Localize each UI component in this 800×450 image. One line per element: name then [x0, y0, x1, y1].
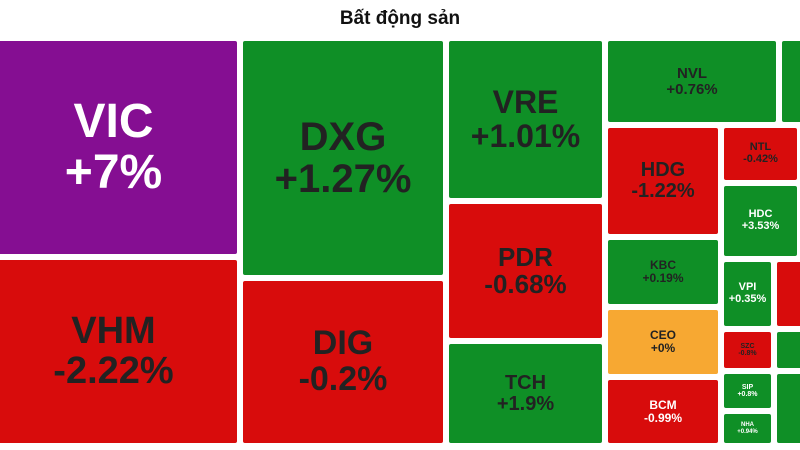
tile-symbol: VIC [73, 95, 154, 149]
tile-change: +0.8% [737, 391, 758, 398]
tile-change: +0.19% [642, 271, 684, 285]
tile-change: -0.68% [484, 269, 567, 299]
tile-change: +1.9% [496, 392, 555, 415]
tile-change: -0.8% [738, 350, 757, 357]
tile-change: -2.22% [53, 349, 174, 392]
tile-change: -1.22% [631, 180, 695, 202]
tile-change: +7% [64, 145, 163, 199]
chart-title: Bất động sản [339, 8, 461, 29]
tile-symbol: NVL [677, 64, 707, 82]
tile-dig[interactable]: DIG -0.2% [243, 281, 443, 443]
tile-pdr[interactable]: PDR -0.68% [449, 204, 602, 338]
tile-symbol: HDG [640, 159, 686, 181]
tile-symbol: PDR [498, 241, 553, 272]
tile-symbol: VPI [738, 281, 757, 294]
tile-kbc[interactable]: KBC +0.19% [608, 240, 718, 304]
tile-unlabeled[interactable] [777, 262, 800, 326]
tile-symbol: KBC [650, 258, 676, 273]
tile-change: +3.53% [741, 220, 780, 232]
tile-vre[interactable]: VRE +1.01% [449, 41, 602, 198]
tile-bcm[interactable]: BCM -0.99% [608, 380, 718, 443]
tile-tch[interactable]: TCH +1.9% [449, 344, 602, 443]
tile-symbol: NTL [749, 141, 772, 154]
tile-vhm[interactable]: VHM -2.22% [0, 260, 237, 443]
tile-hdc[interactable]: HDC +3.53% [724, 186, 797, 256]
tile-ntl[interactable]: NTL -0.42% [724, 128, 797, 180]
tile-szc[interactable]: SZC -0.8% [724, 332, 771, 368]
tile-symbol: VRE [492, 83, 559, 120]
tile-symbol: CEO [649, 328, 676, 343]
tile-nha[interactable]: NHA +0.94% [724, 414, 771, 443]
tile-nvl[interactable]: NVL +0.76% [608, 41, 776, 122]
tile-symbol: DXG [299, 115, 387, 159]
tile-dxg[interactable]: DXG +1.27% [243, 41, 443, 275]
tile-change: -0.99% [643, 410, 683, 425]
tile-symbol: SIP [741, 383, 754, 391]
tile-unlabeled[interactable] [777, 332, 800, 368]
tile-change: +0.94% [737, 428, 758, 435]
tile-unlabeled[interactable] [782, 41, 800, 122]
tile-symbol: NHA [741, 422, 754, 429]
tile-sip[interactable]: SIP +0.8% [724, 374, 771, 408]
tile-ceo[interactable]: CEO +0% [608, 310, 718, 374]
tile-change: +0.76% [666, 80, 718, 98]
tile-vpi[interactable]: VPI +0.35% [724, 262, 771, 326]
tile-unlabeled[interactable] [777, 374, 800, 443]
tile-symbol: BCM [649, 397, 677, 412]
tile-change: +1.01% [470, 117, 581, 154]
tile-symbol: VHM [71, 309, 156, 352]
tile-change: +1.27% [274, 157, 412, 201]
tile-change: +0.35% [728, 293, 767, 305]
tile-hdg[interactable]: HDG -1.22% [608, 128, 718, 234]
tile-symbol: SZC [740, 342, 755, 350]
tile-symbol: TCH [504, 371, 547, 394]
tile-change: +0% [650, 341, 676, 355]
tile-change: -0.2% [298, 360, 388, 398]
tile-symbol: DIG [312, 324, 374, 363]
tile-vic[interactable]: VIC +7% [0, 41, 237, 254]
tile-change: -0.42% [743, 153, 778, 165]
tile-symbol: HDC [748, 208, 773, 221]
